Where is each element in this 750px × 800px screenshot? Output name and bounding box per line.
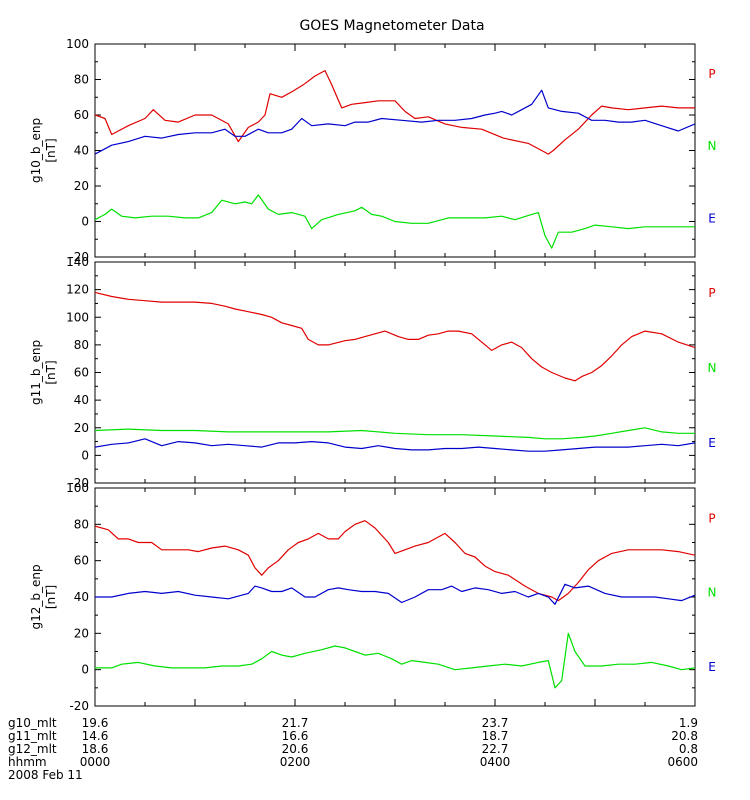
y-tick-label: 80 [74,517,89,531]
panel-frame [94,261,696,484]
x-row-value: 0200 [280,755,311,769]
legend-P: P [708,512,715,526]
series-N-line [95,632,695,689]
y-tick-label: 40 [74,393,89,407]
panel-g11_b_enp: -20 0 20 40 60 80 100 120 140 g11_b_enp [nT] P N E [29,255,716,490]
series-P-line [95,291,695,382]
y-axis-unit: [nT] [44,585,58,609]
y-tick-label: 100 [66,481,89,495]
y-tick-label: 60 [74,366,89,380]
series-E-line [95,89,695,155]
y-tick-label: 0 [81,215,89,229]
y-tick-label: 20 [74,179,89,193]
y-tick-label: 20 [74,421,89,435]
x-row-value: 22.7 [482,742,509,756]
series-P-line [95,520,695,602]
x-row-value: 20.8 [671,729,698,743]
legend-E: E [708,660,716,674]
date-label: 2008 Feb 11 [8,768,83,782]
y-axis-unit: [nT] [44,138,58,162]
x-row-label: g11_mlt [8,729,57,743]
y-axis-label: g10_b_enp [29,118,43,183]
y-tick-label: 40 [74,144,89,158]
series-P-line [95,69,695,155]
x-row-value: 23.7 [482,716,509,730]
panel-frame [94,487,696,707]
y-tick-label: 40 [74,590,89,604]
legend-P: P [708,286,715,300]
x-row-label: g10_mlt [8,716,57,730]
y-tick-label: 80 [74,338,89,352]
legend-N: N [708,586,717,600]
y-tick-label: -20 [69,250,89,264]
x-row-value: 0600 [667,755,698,769]
legend-N: N [708,139,717,153]
y-axis-label: g12_b_enp [29,564,43,629]
series-N-line [95,194,695,249]
x-row-value: 18.7 [482,729,509,743]
x-row-value: 0400 [480,755,511,769]
series-N-line [95,427,695,440]
x-row-value: 18.6 [82,742,109,756]
y-axis-label: g11_b_enp [29,340,43,405]
panel-g10_b_enp: -20 0 20 40 60 80 100 g10_b_enp [nT] P N E [29,37,716,264]
x-row-value: 1.9 [679,716,698,730]
x-row-label: hhmm [8,755,47,769]
y-tick-label: 140 [66,255,89,269]
legend-E: E [708,436,716,450]
chart-title: GOES Magnetometer Data [299,18,484,34]
x-row-value: 0.8 [679,742,698,756]
legend-N: N [708,361,717,375]
y-tick-label: 0 [81,448,89,462]
x-row-value: 14.6 [82,729,109,743]
x-row-value: 19.6 [82,716,109,730]
y-tick-label: -20 [69,699,89,713]
x-row-value: 21.7 [282,716,309,730]
y-axis-unit: [nT] [44,360,58,384]
series-E-line [95,438,695,452]
series-E-line [95,583,695,605]
x-row-label: g12_mlt [8,742,57,756]
y-tick-label: 60 [74,554,89,568]
x-axis-labels: g10_mlt 19.6 21.7 23.7 1.9 g11_mlt 14.6 16.6 18.… [8,716,698,782]
y-tick-label: 100 [66,310,89,324]
y-tick-label: 100 [66,37,89,51]
x-row-value: 20.6 [282,742,309,756]
y-tick-label: 60 [74,108,89,122]
legend-E: E [708,212,716,226]
x-row-value: 16.6 [282,729,309,743]
y-tick-label: 80 [74,73,89,87]
y-tick-label: 120 [66,283,89,297]
panel-g12_b_enp: -20 0 20 40 60 80 100 g12_b_enp [nT] P N E [29,481,716,713]
panel-frame [94,43,696,258]
y-tick-label: 20 [74,626,89,640]
x-row-value: 0000 [80,755,111,769]
y-tick-label: 0 [81,663,89,677]
y-tick-label: -20 [69,476,89,490]
legend-P: P [708,67,715,81]
